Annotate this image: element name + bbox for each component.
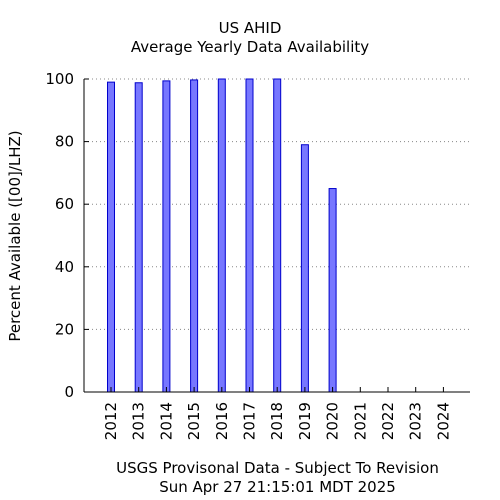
x-ticks: 2012 2013 2014 2015 2016 2017 2018 2019 2020 2021… <box>102 387 452 440</box>
x-axis-label: USGS Provisonal Data - Subject To Revisi… <box>116 459 439 477</box>
bar-2019 <box>300 144 309 393</box>
chart-subtitle: Average Yearly Data Availability <box>130 38 370 56</box>
x-tick-label-2016: 2016 <box>213 402 231 440</box>
x-tick-label-2019: 2019 <box>296 402 314 440</box>
y-tick-label-0: 0 <box>64 383 74 401</box>
chart-title: US AHID <box>218 19 282 37</box>
x-tick-label-2020: 2020 <box>324 402 342 440</box>
bar-2017 <box>245 78 254 393</box>
y-tick-label-20: 20 <box>55 320 74 338</box>
bar-2015 <box>190 79 199 393</box>
bar-2016 <box>217 78 226 393</box>
y-tick-label-40: 40 <box>55 258 74 276</box>
y-tick-label-60: 60 <box>55 195 74 213</box>
bar-2013 <box>134 82 143 393</box>
y-ticks: 0 20 40 60 80 100 <box>45 70 89 401</box>
x-tick-label-2024: 2024 <box>434 402 452 440</box>
x-tick-label-2018: 2018 <box>268 402 286 440</box>
x-tick-label-2014: 2014 <box>157 402 175 440</box>
y-tick-label-100: 100 <box>45 70 74 88</box>
x-tick-label-2013: 2013 <box>130 402 148 440</box>
bars <box>107 78 337 393</box>
x-tick-label-2023: 2023 <box>407 402 425 440</box>
bar-2018 <box>273 78 282 393</box>
bar-2020 <box>328 188 337 393</box>
x-tick-label-2012: 2012 <box>102 402 120 440</box>
x-tick-label-2021: 2021 <box>351 402 369 440</box>
x-tick-label-2022: 2022 <box>379 402 397 440</box>
x-tick-label-2017: 2017 <box>241 402 259 440</box>
bar-2014 <box>162 80 171 393</box>
x-tick-label-2015: 2015 <box>185 402 203 440</box>
y-tick-label-80: 80 <box>55 133 74 151</box>
bar-2012 <box>107 81 115 393</box>
timestamp: Sun Apr 27 21:15:01 MDT 2025 <box>159 478 396 496</box>
